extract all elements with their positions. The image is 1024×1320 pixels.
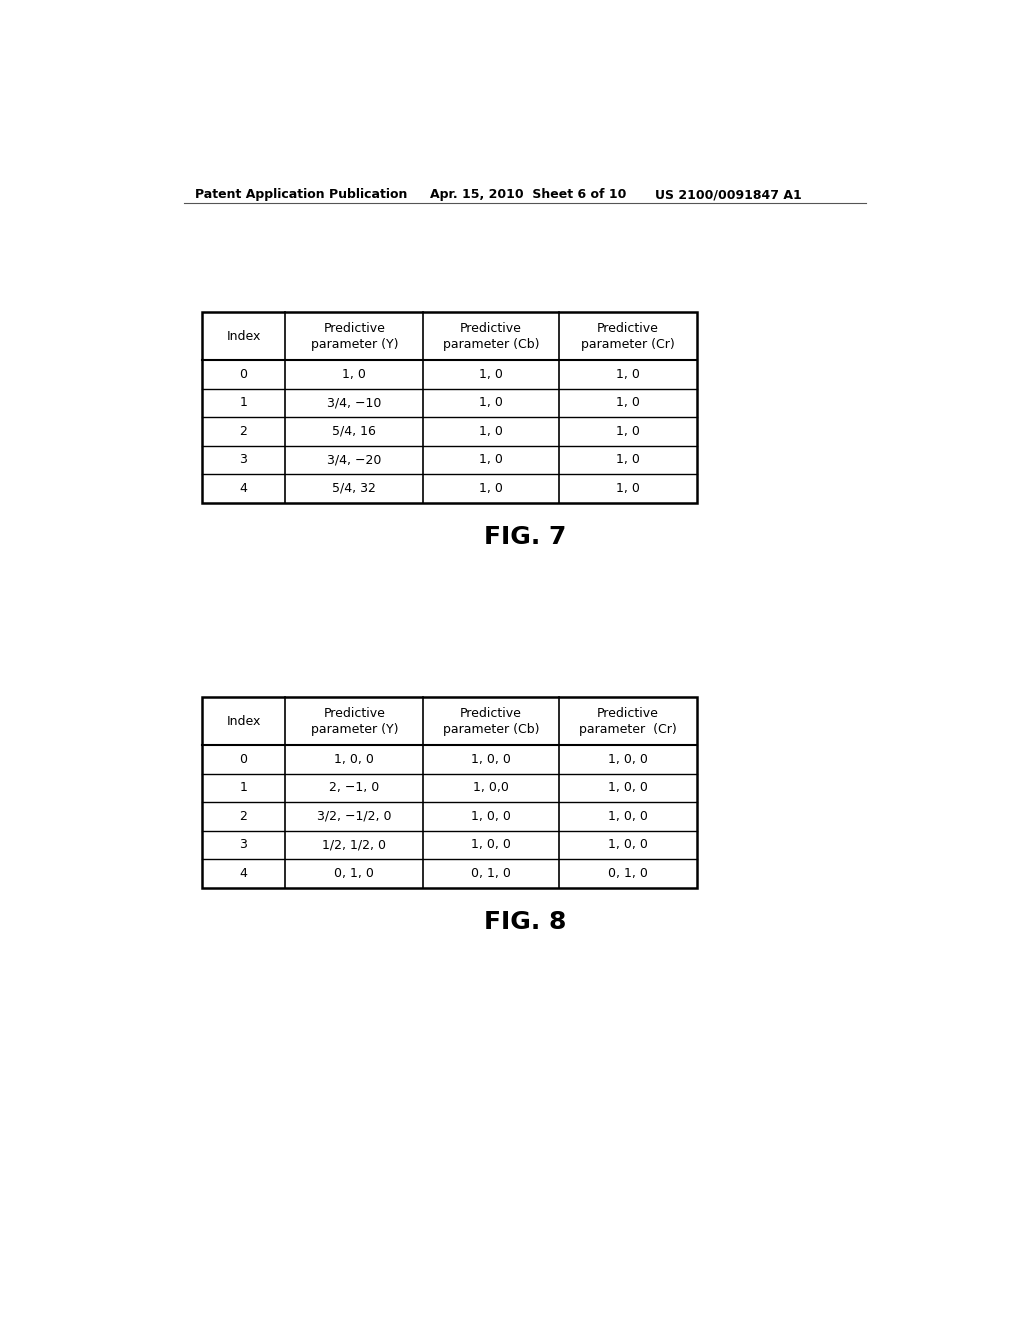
- Text: Predictive
parameter (Cb): Predictive parameter (Cb): [442, 322, 540, 351]
- Text: 2: 2: [240, 810, 248, 822]
- Text: 3/4, −20: 3/4, −20: [327, 453, 382, 466]
- Text: Predictive
parameter (Y): Predictive parameter (Y): [310, 706, 398, 735]
- Text: Apr. 15, 2010  Sheet 6 of 10: Apr. 15, 2010 Sheet 6 of 10: [430, 187, 627, 201]
- Text: 1, 0: 1, 0: [616, 482, 640, 495]
- Text: 1, 0, 0: 1, 0, 0: [471, 752, 511, 766]
- Text: 1, 0: 1, 0: [616, 368, 640, 381]
- Text: Predictive
parameter (Cb): Predictive parameter (Cb): [442, 706, 540, 735]
- Text: 0: 0: [240, 368, 248, 381]
- Text: 1: 1: [240, 781, 248, 795]
- Text: 1, 0,0: 1, 0,0: [473, 781, 509, 795]
- Text: 1, 0: 1, 0: [479, 425, 503, 438]
- Text: Predictive
parameter  (Cr): Predictive parameter (Cr): [579, 706, 677, 735]
- Text: 1, 0: 1, 0: [616, 425, 640, 438]
- Text: FIG. 8: FIG. 8: [483, 911, 566, 935]
- Bar: [202, 313, 697, 503]
- Text: 1, 0, 0: 1, 0, 0: [608, 752, 648, 766]
- Text: 2: 2: [240, 425, 248, 438]
- Text: 1, 0, 0: 1, 0, 0: [608, 810, 648, 822]
- Text: 1, 0: 1, 0: [479, 482, 503, 495]
- Text: 1, 0, 0: 1, 0, 0: [471, 838, 511, 851]
- Text: 1, 0, 0: 1, 0, 0: [335, 752, 374, 766]
- Text: FIG. 7: FIG. 7: [483, 525, 566, 549]
- Text: 1, 0: 1, 0: [479, 368, 503, 381]
- Text: 1, 0: 1, 0: [616, 453, 640, 466]
- Text: Index: Index: [226, 330, 261, 343]
- Text: 2, −1, 0: 2, −1, 0: [329, 781, 380, 795]
- Text: 5/4, 16: 5/4, 16: [333, 425, 376, 438]
- Text: Patent Application Publication: Patent Application Publication: [196, 187, 408, 201]
- Text: 1, 0: 1, 0: [342, 368, 367, 381]
- Text: 1, 0: 1, 0: [616, 396, 640, 409]
- Text: 1, 0: 1, 0: [479, 396, 503, 409]
- Text: 3/4, −10: 3/4, −10: [327, 396, 382, 409]
- Text: 1, 0, 0: 1, 0, 0: [608, 838, 648, 851]
- Text: 5/4, 32: 5/4, 32: [333, 482, 376, 495]
- Text: 0, 1, 0: 0, 1, 0: [335, 867, 374, 880]
- Text: 3: 3: [240, 453, 248, 466]
- Text: 0: 0: [240, 752, 248, 766]
- Text: 1, 0, 0: 1, 0, 0: [471, 810, 511, 822]
- Text: 3/2, −1/2, 0: 3/2, −1/2, 0: [317, 810, 391, 822]
- Text: Predictive
parameter (Y): Predictive parameter (Y): [310, 322, 398, 351]
- Text: 1/2, 1/2, 0: 1/2, 1/2, 0: [323, 838, 386, 851]
- Text: 1, 0: 1, 0: [479, 453, 503, 466]
- Text: 1: 1: [240, 396, 248, 409]
- Text: 3: 3: [240, 838, 248, 851]
- Text: 0, 1, 0: 0, 1, 0: [608, 867, 648, 880]
- Text: US 2100/0091847 A1: US 2100/0091847 A1: [655, 187, 802, 201]
- Text: Index: Index: [226, 714, 261, 727]
- Text: 0, 1, 0: 0, 1, 0: [471, 867, 511, 880]
- Text: 1, 0, 0: 1, 0, 0: [608, 781, 648, 795]
- Bar: [202, 697, 697, 887]
- Text: 4: 4: [240, 482, 248, 495]
- Text: Predictive
parameter (Cr): Predictive parameter (Cr): [581, 322, 675, 351]
- Text: 4: 4: [240, 867, 248, 880]
